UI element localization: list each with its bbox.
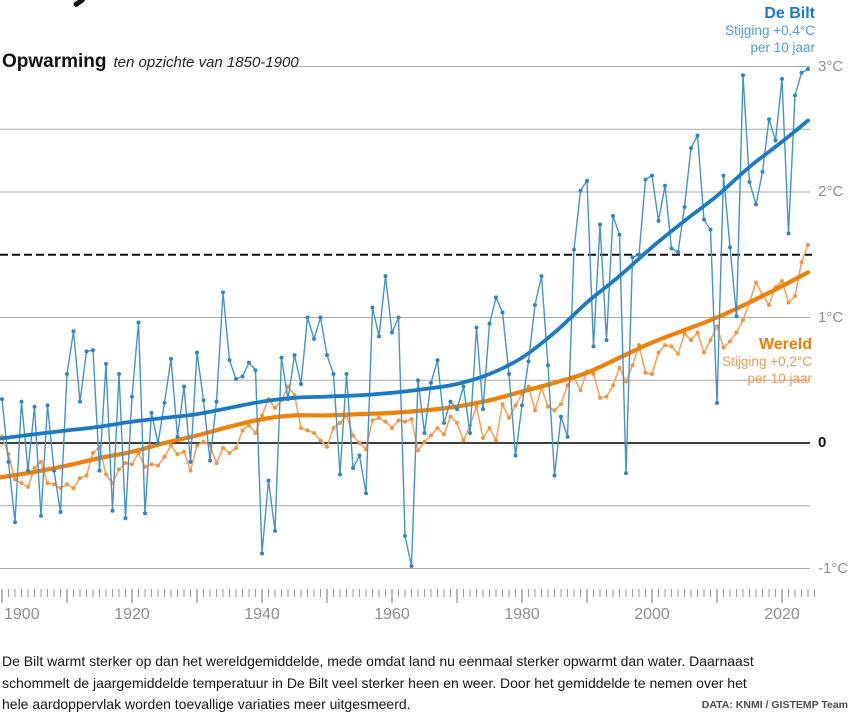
legend-wereld-trend: Stijging +0,2°C — [722, 354, 812, 369]
y-axis-label-0: 0 — [818, 434, 827, 451]
x-axis-label-2020: 2020 — [764, 606, 800, 623]
y-axis-label-1c: 1°C — [818, 308, 844, 326]
page-subtitle: ten opzichte van 1850-1900 — [113, 54, 299, 71]
de-bilt-trend-line — [0, 118, 810, 441]
legend-de-bilt-name: De Bilt — [764, 5, 815, 22]
legend-wereld: Wereld Stijging +0,2°C per 10 jaar — [722, 336, 812, 387]
page-title: Opwarming — [2, 51, 107, 72]
caption-line-2: schommelt de jaargemiddelde temperatuur … — [2, 674, 747, 691]
x-axis-label-1980: 1980 — [504, 606, 540, 623]
x-axis-label-1940: 1940 — [244, 606, 280, 623]
legend-de-bilt: De Bilt Stijging +0,4°C per 10 jaar — [725, 5, 815, 56]
x-axis-label-1960: 1960 — [374, 606, 410, 623]
x-axis-label-2000: 2000 — [634, 606, 670, 623]
data-source-credit: DATA: KNMI / GISTEMP Team — [701, 699, 848, 711]
x-axis-label-1920: 1920 — [114, 606, 150, 623]
caption-paragraph: De Bilt warmt sterker op dan het wereldg… — [2, 651, 822, 716]
legend-wereld-name: Wereld — [758, 336, 812, 353]
caption-line-3: hele aardoppervlak worden toevallige var… — [2, 696, 411, 712]
x-axis-ticks — [1, 589, 815, 603]
legend-de-bilt-per: per 10 jaar — [750, 40, 815, 55]
chart-title-row: Opwarming ten opzichte van 1850-1900 — [2, 51, 299, 73]
wereld-trend-line — [0, 270, 811, 480]
legend-wereld-per: per 10 jaar — [747, 371, 812, 386]
y-axis-label-3c: 3°C — [818, 57, 844, 75]
y-axis-label-minus1c: -1°C — [818, 559, 849, 577]
legend-de-bilt-trend: Stijging +0,4°C — [725, 23, 815, 38]
gridlines — [0, 66, 810, 569]
caption-line-1: De Bilt warmt sterker op dan het wereldg… — [2, 653, 754, 669]
de-bilt-annual-line — [0, 67, 810, 568]
y-axis-label-2c: 2°C — [818, 183, 844, 200]
x-axis-label-1900: 1900 — [4, 606, 40, 623]
